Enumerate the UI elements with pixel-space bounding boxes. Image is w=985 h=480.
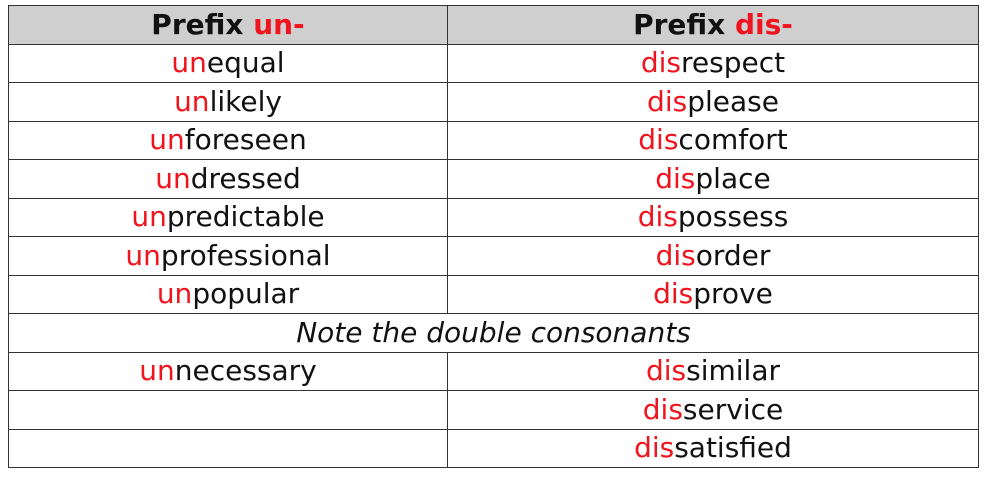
word-cell: undressed (8, 159, 448, 199)
word-cell: disprove (447, 274, 979, 314)
word-cell: dissatisfied (447, 428, 979, 468)
word-prefix: un (149, 123, 185, 157)
word-prefix: un (156, 277, 193, 311)
word-prefix: un (155, 161, 191, 195)
word-cell: displease (447, 82, 979, 122)
word-prefix: un (171, 46, 207, 80)
word-root: foreseen (184, 123, 307, 157)
table-row: unforeseen discomfort (8, 120, 979, 160)
table-row: unpopular disprove (8, 274, 979, 314)
table-row: dissatisfied (8, 428, 979, 468)
word-root: please (687, 84, 779, 118)
word-cell: displace (447, 159, 979, 199)
prefix-table: Prefix un- Prefix dis- unequal disrespect… (8, 5, 979, 468)
word-prefix: dis (637, 200, 678, 234)
note-text: Note the double consonants (8, 313, 979, 353)
word-root: likely (209, 84, 282, 118)
word-prefix: dis (638, 123, 679, 157)
word-prefix: dis (640, 46, 682, 80)
table-body: unequal disrespect unlikely displease unfore… (8, 43, 979, 468)
word-prefix: un (174, 84, 210, 118)
word-root: predictable (166, 200, 325, 234)
word-cell (8, 428, 448, 468)
word-cell: unpredictable (8, 197, 448, 237)
word-cell: dispossess (447, 197, 979, 237)
header-label: Prefix (151, 7, 254, 41)
word-prefix: dis (642, 392, 683, 426)
word-prefix: dis (645, 354, 687, 388)
word-root: popular (192, 277, 300, 311)
word-cell: disservice (447, 390, 979, 430)
word-prefix: dis (655, 161, 696, 195)
word-prefix: un (131, 200, 167, 234)
word-cell: unpopular (8, 274, 448, 314)
header-prefix: un- (253, 7, 305, 41)
word-cell: unforeseen (8, 120, 448, 160)
table-row: unpredictable dispossess (8, 197, 979, 237)
word-cell: discomfort (447, 120, 979, 160)
header-prefix: dis- (734, 7, 793, 41)
word-root: necessary (174, 354, 317, 388)
word-root: prove (693, 277, 773, 311)
table-row: unnecessary dissimilar (8, 351, 979, 391)
word-root: respect (681, 46, 786, 80)
word-prefix: dis (653, 277, 694, 311)
note-row: Note the double consonants (8, 313, 979, 353)
word-root: comfort (678, 123, 788, 157)
word-root: equal (206, 46, 285, 80)
word-prefix: dis (647, 84, 688, 118)
table-row: unlikely displease (8, 82, 979, 122)
table-row: unprofessional disorder (8, 236, 979, 276)
word-cell: dissimilar (447, 351, 979, 391)
word-cell: unprofessional (8, 236, 448, 276)
word-cell: disrespect (447, 43, 979, 83)
header-un: Prefix un- (8, 5, 448, 45)
word-prefix: dis (655, 238, 696, 272)
word-root: similar (686, 354, 780, 388)
word-prefix: dis (634, 431, 675, 465)
word-cell (8, 390, 448, 430)
word-prefix: un (139, 354, 175, 388)
word-root: professional (160, 238, 331, 272)
word-prefix: un (125, 238, 161, 272)
header-label: Prefix (633, 7, 735, 41)
word-root: place (695, 161, 771, 195)
word-root: satisfied (674, 431, 792, 465)
word-cell: unlikely (8, 82, 448, 122)
header-dis: Prefix dis- (447, 5, 979, 45)
table-row: undressed displace (8, 159, 979, 199)
word-root: possess (677, 200, 789, 234)
word-cell: disorder (447, 236, 979, 276)
word-root: order (695, 238, 771, 272)
word-root: service (682, 392, 784, 426)
table-row: unequal disrespect (8, 43, 979, 83)
table-row: disservice (8, 390, 979, 430)
word-cell: unequal (8, 43, 448, 83)
word-root: dressed (190, 161, 301, 195)
header-row: Prefix un- Prefix dis- (8, 5, 979, 45)
word-cell: unnecessary (8, 351, 448, 391)
